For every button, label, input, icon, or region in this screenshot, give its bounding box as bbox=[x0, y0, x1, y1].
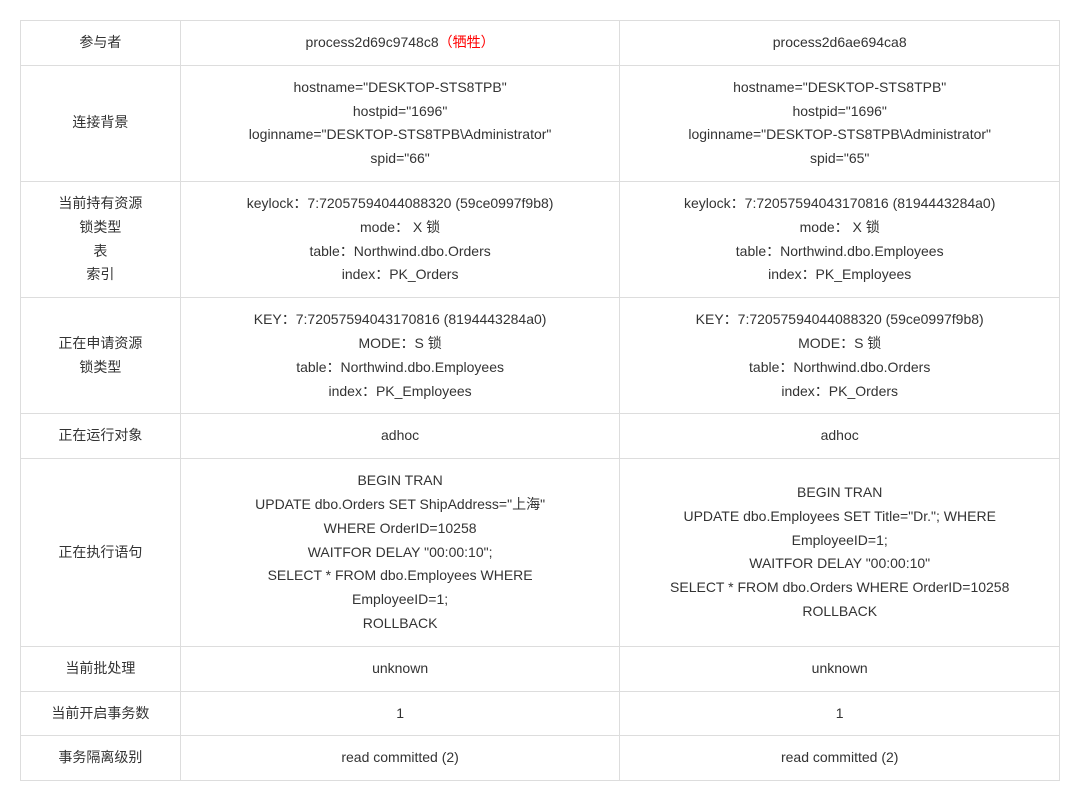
row-label: 正在申请资源 锁类型 bbox=[21, 298, 181, 414]
table-row: 当前开启事务数 1 1 bbox=[21, 691, 1060, 736]
table-row: 正在执行语句 BEGIN TRAN UPDATE dbo.Orders SET … bbox=[21, 459, 1060, 647]
row-col2: process2d6ae694ca8 bbox=[620, 21, 1060, 66]
table-row: 事务隔离级别 read committed (2) read committed… bbox=[21, 736, 1060, 781]
row-col2: hostname="DESKTOP-STS8TPB" hostpid="1696… bbox=[620, 65, 1060, 181]
table-row: 参与者 process2d69c9748c8（牺牲） process2d6ae6… bbox=[21, 21, 1060, 66]
row-label: 正在执行语句 bbox=[21, 459, 181, 647]
row-col1: keylock：7:72057594044088320 (59ce0997f9b… bbox=[180, 181, 620, 297]
row-label: 事务隔离级别 bbox=[21, 736, 181, 781]
table-row: 当前持有资源 锁类型 表 索引 keylock：7:72057594044088… bbox=[21, 181, 1060, 297]
row-label: 当前开启事务数 bbox=[21, 691, 181, 736]
row-label: 当前批处理 bbox=[21, 646, 181, 691]
row-col2: unknown bbox=[620, 646, 1060, 691]
row-col1: read committed (2) bbox=[180, 736, 620, 781]
row-col2: adhoc bbox=[620, 414, 1060, 459]
row-col2: 1 bbox=[620, 691, 1060, 736]
deadlock-table: 参与者 process2d69c9748c8（牺牲） process2d6ae6… bbox=[20, 20, 1060, 781]
row-col1: BEGIN TRAN UPDATE dbo.Orders SET ShipAdd… bbox=[180, 459, 620, 647]
row-col1: 1 bbox=[180, 691, 620, 736]
row-label: 连接背景 bbox=[21, 65, 181, 181]
row-col1: process2d69c9748c8（牺牲） bbox=[180, 21, 620, 66]
row-label: 参与者 bbox=[21, 21, 181, 66]
table-row: 正在运行对象 adhoc adhoc bbox=[21, 414, 1060, 459]
row-col1: adhoc bbox=[180, 414, 620, 459]
row-label: 当前持有资源 锁类型 表 索引 bbox=[21, 181, 181, 297]
row-col1: KEY：7:72057594043170816 (8194443284a0) M… bbox=[180, 298, 620, 414]
table-row: 连接背景 hostname="DESKTOP-STS8TPB" hostpid=… bbox=[21, 65, 1060, 181]
process-id-1: process2d69c9748c8 bbox=[306, 34, 439, 50]
table-row: 正在申请资源 锁类型 KEY：7:72057594043170816 (8194… bbox=[21, 298, 1060, 414]
row-col1: unknown bbox=[180, 646, 620, 691]
table-row: 当前批处理 unknown unknown bbox=[21, 646, 1060, 691]
victim-marker: （牺牲） bbox=[439, 34, 495, 50]
row-col2: KEY：7:72057594044088320 (59ce0997f9b8) M… bbox=[620, 298, 1060, 414]
row-col1: hostname="DESKTOP-STS8TPB" hostpid="1696… bbox=[180, 65, 620, 181]
row-col2: keylock：7:72057594043170816 (8194443284a… bbox=[620, 181, 1060, 297]
row-label: 正在运行对象 bbox=[21, 414, 181, 459]
row-col2: BEGIN TRAN UPDATE dbo.Employees SET Titl… bbox=[620, 459, 1060, 647]
row-col2: read committed (2) bbox=[620, 736, 1060, 781]
